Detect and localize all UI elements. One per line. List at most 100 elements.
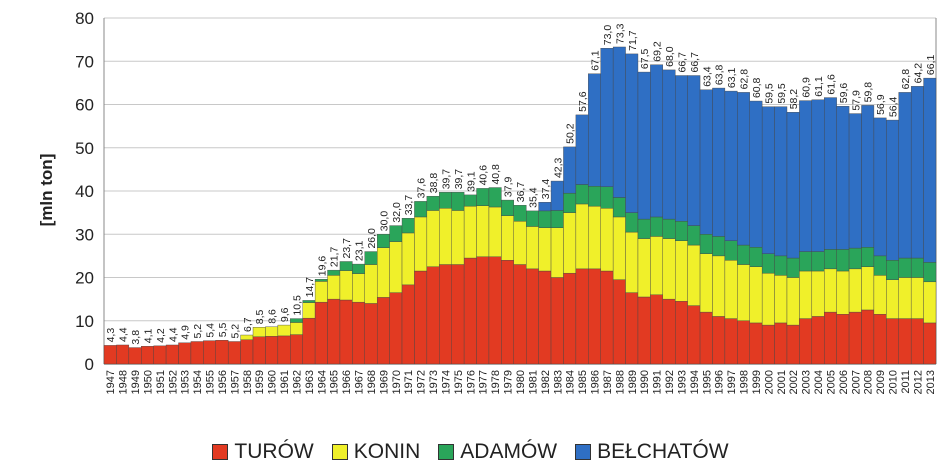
bar-segment-konin	[799, 270, 813, 319]
bar-segment-adamów	[811, 251, 825, 272]
bar-segment-konin	[277, 324, 291, 337]
total-label: 42,3	[552, 157, 564, 178]
x-tick-label: 1994	[689, 370, 701, 394]
total-label: 64,2	[912, 63, 924, 84]
total-label: 4,1	[142, 329, 154, 344]
x-tick-label: 1960	[267, 370, 279, 394]
total-label: 71,7	[627, 30, 639, 51]
bar-segment-turów	[861, 309, 875, 365]
bar-segment-adamów	[302, 300, 316, 303]
bar-segment-adamów	[538, 210, 552, 228]
bar-segment-adamów	[376, 234, 390, 248]
bar-segment-konin	[451, 210, 465, 265]
total-label: 4,2	[155, 328, 167, 343]
legend-item: BEŁCHATÓW	[575, 440, 729, 464]
bar-segment-turów	[215, 340, 229, 365]
total-label: 62,8	[739, 69, 751, 90]
bar-segment-turów	[314, 301, 328, 365]
total-label: 37,6	[416, 178, 428, 199]
bar-segment-adamów	[414, 201, 428, 218]
bar-segment-adamów	[910, 257, 924, 278]
bar-segment-konin	[314, 281, 328, 303]
x-tick-label: 1959	[254, 370, 266, 394]
bar-segment-turów	[612, 279, 626, 365]
bar-segment-adamów	[861, 247, 875, 267]
bar-segment-turów	[550, 277, 564, 365]
bar-segment-adamów	[848, 247, 862, 270]
x-tick-label: 1998	[739, 370, 751, 394]
y-tick-label: 40	[75, 182, 94, 201]
total-label: 5,2	[192, 324, 204, 339]
legend-swatch	[212, 444, 229, 460]
bar-segment-turów	[699, 311, 713, 365]
x-tick-label: 1991	[652, 370, 664, 394]
bar-segment-turów	[327, 298, 341, 365]
bar-segment-konin	[476, 205, 490, 257]
total-label: 40,6	[478, 165, 490, 186]
bar-segment-bełchatów	[910, 86, 924, 259]
total-label: 63,4	[701, 66, 713, 87]
x-tick-label: 1995	[701, 370, 713, 394]
bar-segment-bełchatów	[637, 71, 651, 220]
bar-segment-konin	[389, 241, 403, 293]
bar-segment-turów	[302, 317, 316, 365]
bar-segment-adamów	[650, 216, 664, 237]
bar-segment-bełchatów	[886, 119, 899, 261]
bar-segment-konin	[352, 273, 365, 303]
x-tick-label: 1975	[453, 370, 465, 394]
total-label: 37,9	[503, 176, 515, 197]
x-tick-label: 1986	[590, 370, 602, 394]
x-tick-label: 1964	[316, 370, 328, 394]
bar-segment-konin	[339, 270, 353, 301]
bar-segment-bełchatów	[761, 106, 775, 254]
legend-label: TURÓW	[234, 440, 314, 463]
bar-segment-adamów	[488, 187, 502, 208]
total-label: 66,7	[676, 52, 688, 73]
total-label: 50,2	[565, 123, 577, 144]
total-label: 30,0	[378, 211, 390, 232]
x-tick-label: 1968	[366, 370, 378, 394]
bar-segment-turów	[128, 347, 142, 365]
bar-segment-adamów	[786, 257, 800, 278]
legend: TURÓW KONIN ADAMÓW BEŁCHATÓW	[0, 440, 941, 464]
bar-segment-turów	[265, 336, 279, 365]
x-tick-label: 1967	[354, 370, 366, 394]
bar-segment-adamów	[637, 218, 651, 239]
bar-segment-konin	[886, 279, 899, 319]
bar-segment-konin	[240, 334, 254, 340]
total-label: 60,9	[801, 77, 813, 98]
bar-segment-turów	[376, 297, 390, 365]
bar-segment-adamów	[749, 247, 763, 267]
total-label: 61,1	[813, 76, 825, 97]
bar-segment-adamów	[575, 184, 589, 205]
y-tick-label: 70	[75, 52, 94, 71]
total-label: 39,7	[453, 169, 465, 190]
bar-segment-konin	[513, 221, 527, 265]
total-label: 4,9	[180, 325, 192, 340]
y-axis-label: [mln ton]	[37, 154, 56, 227]
y-tick-label: 80	[75, 9, 94, 28]
bar-segment-turów	[526, 268, 539, 365]
x-tick-label: 2001	[776, 370, 788, 394]
x-tick-label: 1993	[676, 370, 688, 394]
bar-segment-adamów	[401, 218, 415, 234]
y-tick-label: 0	[85, 355, 94, 374]
legend-item: ADAMÓW	[438, 440, 557, 464]
total-label: 59,8	[863, 82, 875, 103]
bar-segment-adamów	[886, 260, 899, 280]
bar-segment-turów	[227, 341, 241, 365]
total-label: 62,8	[900, 69, 912, 90]
total-label: 8,6	[267, 309, 279, 324]
total-label: 19,6	[316, 256, 328, 277]
x-tick-label: 2010	[888, 370, 900, 394]
bar-segment-konin	[699, 253, 713, 313]
total-label: 21,7	[329, 247, 341, 268]
total-label: 58,2	[788, 89, 800, 110]
x-tick-label: 1987	[602, 370, 614, 394]
total-labels: 4,3 4,4 3,8 4,1 4,2 4,4 4,9 5,2 5,4 5,5 5,2 6,78,5 8…	[105, 23, 937, 344]
bar-segment-adamów	[873, 255, 887, 276]
total-label: 67,5	[639, 48, 651, 69]
bar-segment-turów	[675, 301, 688, 365]
bar-segment-turów	[848, 311, 862, 365]
bar-segment-konin	[290, 322, 303, 335]
